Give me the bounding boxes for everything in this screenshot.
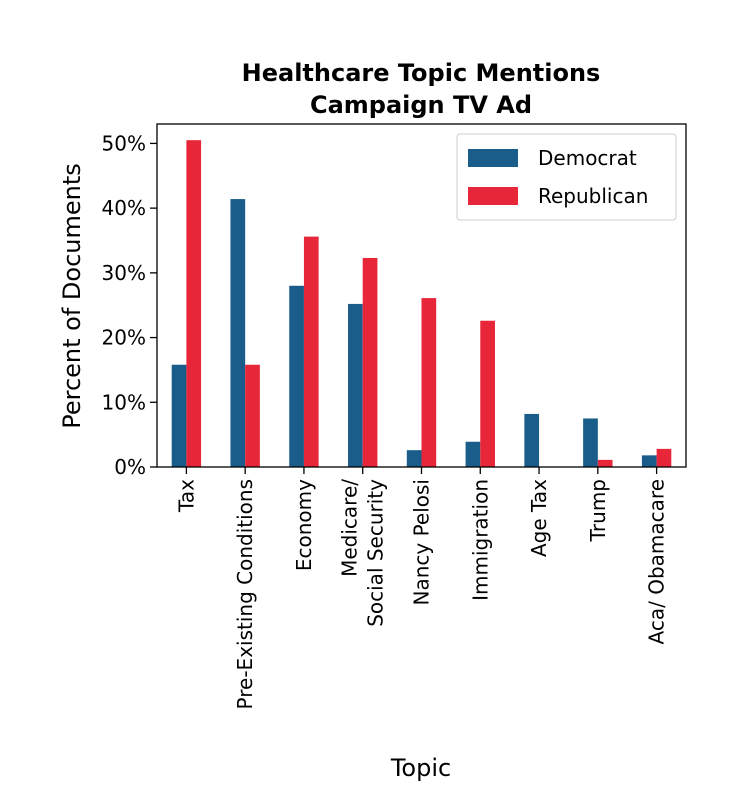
bar-republican-4: [421, 298, 437, 467]
bar-democrat-1: [230, 199, 246, 467]
y-tick-label: 40%: [102, 196, 146, 220]
y-tick-label: 0%: [114, 455, 146, 479]
bar-democrat-7: [583, 418, 598, 467]
bar-democrat-3: [348, 303, 363, 467]
chart-title-line-2: Campaign TV Ad: [310, 91, 532, 119]
bar-democrat-2: [289, 285, 304, 467]
x-tick-label: Nancy Pelosi: [410, 479, 434, 606]
y-tick-label: 10%: [102, 390, 146, 414]
legend-label-democrat: Democrat: [538, 146, 637, 170]
x-tick-label: Age Tax: [527, 479, 551, 557]
x-tick-label: Immigration: [468, 479, 492, 601]
plot-frame: [156, 123, 687, 468]
legend-swatch-democrat: [468, 149, 518, 167]
x-tick-label: Economy: [292, 479, 316, 571]
x-tick-label: Trump: [586, 479, 610, 542]
bar-republican-7: [597, 459, 613, 467]
bar-republican-2: [303, 236, 319, 467]
x-tick-label: Aca/ Obamacare: [645, 479, 669, 644]
x-tick-label: Tax: [174, 479, 198, 513]
bars: [171, 140, 672, 467]
bar-republican-8: [656, 448, 672, 467]
bar-republican-3: [362, 257, 378, 467]
legend-label-republican: Republican: [538, 184, 648, 208]
bar-democrat-0: [171, 364, 187, 467]
x-tick-label: Social Security: [364, 479, 388, 627]
x-tick-label: Medicare/: [338, 479, 362, 577]
x-axis-ticks: Tax Pre-Existing Conditions Economy Medicar…: [174, 467, 669, 709]
y-axis-label: Percent of Documents: [58, 163, 86, 429]
x-axis-label: Topic: [390, 754, 451, 782]
y-axis-ticks: 0% 10% 20% 30% 40% 50%: [102, 131, 157, 479]
y-tick-label: 30%: [102, 261, 146, 285]
bar-republican-0: [186, 140, 202, 467]
y-tick-label: 50%: [102, 131, 146, 155]
bar-republican-1: [245, 364, 260, 467]
chart-title-line-1: Healthcare Topic Mentions: [242, 59, 601, 87]
legend: Democrat Republican: [456, 133, 677, 221]
bar-democrat-4: [406, 450, 422, 467]
x-tick-label: Pre-Existing Conditions: [233, 479, 257, 709]
bar-democrat-8: [641, 455, 657, 467]
bar-republican-5: [480, 320, 495, 467]
bar-democrat-6: [524, 413, 540, 467]
bar-democrat-5: [465, 441, 481, 467]
legend-swatch-republican: [468, 187, 518, 205]
y-tick-label: 20%: [102, 326, 146, 350]
